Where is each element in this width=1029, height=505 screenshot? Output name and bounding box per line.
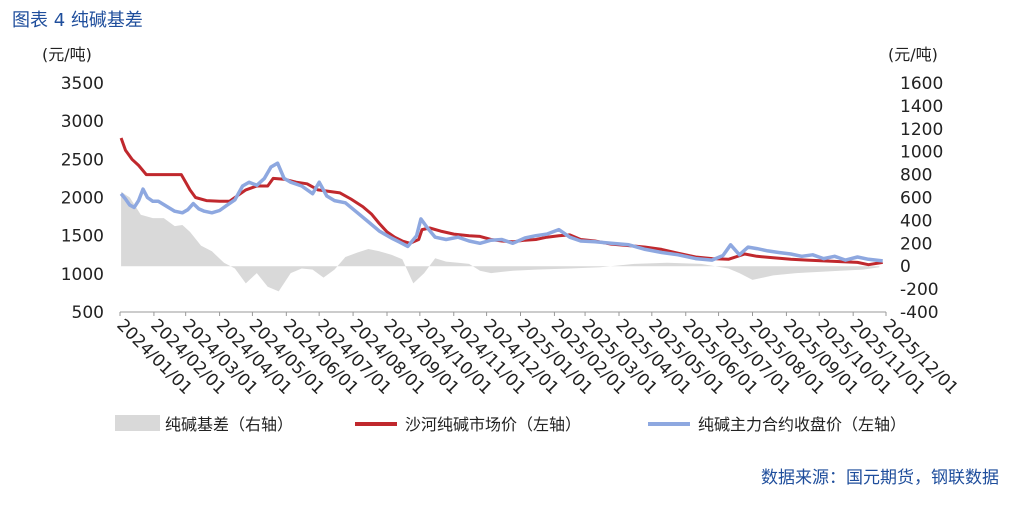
left-tick-label: 3000 [61,112,104,132]
right-tick-label: 1000 [900,143,943,163]
legend-swatch-basis [115,415,160,431]
left-tick-label: 2500 [61,150,104,170]
right-tick-label: -200 [900,280,939,300]
right-tick-label: -400 [900,303,939,323]
right-tick-label: 0 [900,257,911,277]
chart-title: 图表 4 纯碱基差 [12,10,143,31]
right-tick-label: 800 [900,166,932,186]
basis-area [121,191,880,292]
left-tick-label: 2000 [61,189,104,209]
right-tick-label: 200 [900,234,932,254]
futures-close-line [119,161,883,263]
legend-label: 沙河纯碱市场价（左轴） [405,415,581,434]
right-tick-label: 1600 [900,74,943,94]
legend: 纯碱基差（右轴） 沙河纯碱市场价（左轴） 纯碱主力合约收盘价（左轴） [115,415,906,434]
left-tick-label: 1500 [61,227,104,247]
price-lines-layer [119,137,883,267]
basis-area-layer [121,191,880,292]
source-note: 数据来源：国元期货，钢联数据 [761,468,999,488]
left-tick-label: 500 [72,303,104,323]
legend-label: 纯碱主力合约收盘价（左轴） [698,415,906,434]
left-tick-label: 3500 [61,74,104,94]
right-tick-label: 400 [900,211,932,231]
left-axis-unit: (元/吨) [42,45,92,64]
right-tick-label: 600 [900,189,932,209]
left-tick-label: 1000 [61,265,104,285]
right-axis-unit: (元/吨) [888,45,938,64]
right-tick-label: 1200 [900,120,943,140]
right-tick-label: 1400 [900,97,943,117]
axes-layer: 500100015002000250030003500(元/吨)-400-200… [42,45,962,399]
legend-label: 纯碱基差（右轴） [165,415,293,434]
